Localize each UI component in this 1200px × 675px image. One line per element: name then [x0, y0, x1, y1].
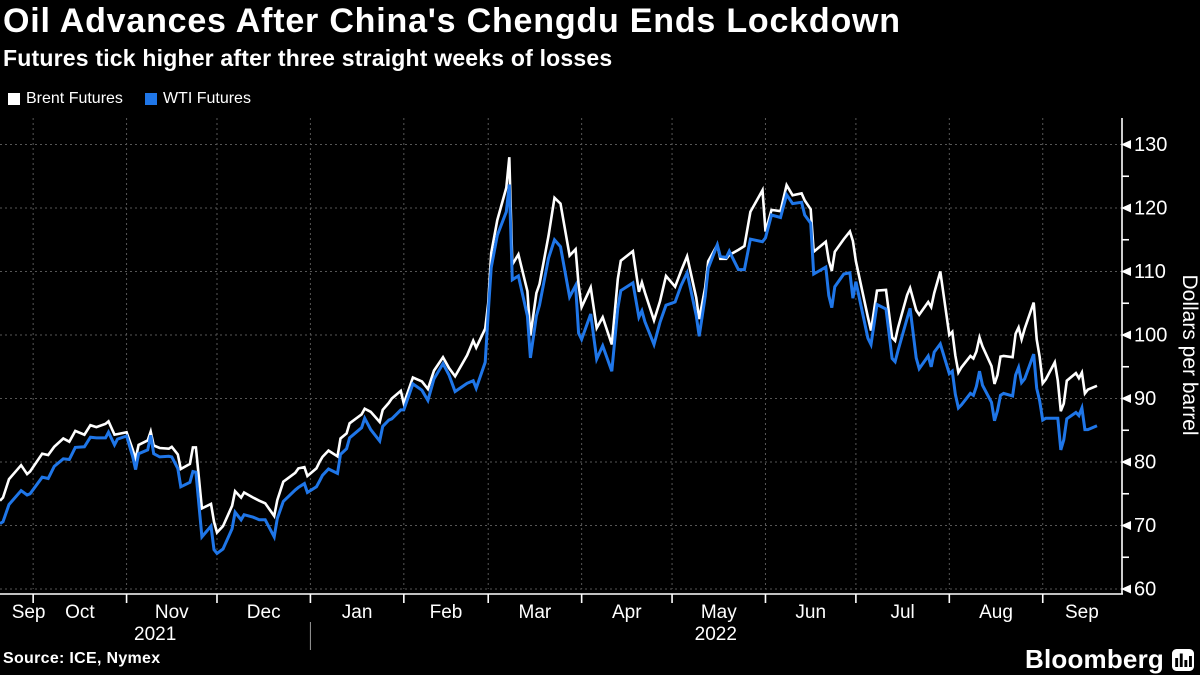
x-tick-label: Jun	[795, 602, 826, 623]
y-axis-major-tick	[1121, 457, 1131, 467]
y-axis-major-tick	[1121, 203, 1131, 213]
legend: Brent Futures WTI Futures	[8, 90, 251, 108]
brent-series-line	[0, 157, 1098, 536]
x-tick-label: Feb	[430, 602, 463, 623]
page-subtitle: Futures tick higher after three straight…	[3, 45, 613, 71]
y-tick-label: 100	[1134, 324, 1167, 346]
x-tick-label: Dec	[247, 602, 281, 623]
y-tick-label: 130	[1134, 134, 1167, 156]
legend-label-wti: WTI Futures	[162, 90, 251, 107]
x-tick-label: Jul	[890, 602, 914, 623]
page-title: Oil Advances After China's Chengdu Ends …	[3, 2, 901, 40]
y-tick-label: 110	[1134, 261, 1166, 283]
x-tick-label: May	[701, 602, 737, 623]
bloomberg-brand: Bloomberg	[1025, 644, 1194, 675]
wti-swatch	[144, 93, 157, 105]
year-label: 2022	[695, 624, 737, 645]
x-tick-label: Aug	[979, 602, 1013, 623]
y-axis-major-tick	[1121, 330, 1131, 340]
y-tick-label: 120	[1134, 197, 1167, 219]
x-tick-label: Mar	[519, 602, 552, 623]
brent-swatch	[8, 93, 20, 105]
x-tick-label: Apr	[612, 602, 642, 623]
wti-series-line	[0, 184, 1098, 556]
x-tick-label: Oct	[65, 602, 95, 623]
y-axis-major-tick	[1121, 521, 1131, 530]
legend-label-brent: Brent Futures	[26, 90, 123, 107]
bloomberg-bars-icon	[1172, 648, 1194, 671]
y-axis-major-tick	[1121, 140, 1131, 149]
y-tick-label: 60	[1134, 578, 1156, 600]
y-axis-major-tick	[1121, 394, 1131, 403]
x-tick-label: Sep	[1065, 602, 1099, 623]
x-tick-label: Sep	[12, 602, 46, 623]
y-axis-major-tick	[1121, 584, 1131, 594]
year-label: 2021	[134, 624, 176, 645]
x-tick-label: Nov	[155, 602, 189, 623]
x-tick-label: Jan	[342, 602, 373, 623]
y-axis-title: Dollars per barrel	[1178, 274, 1200, 435]
y-tick-label: 90	[1134, 388, 1156, 410]
y-tick-label: 70	[1134, 515, 1156, 537]
legend-item-brent: Brent Futures	[8, 90, 123, 108]
legend-item-wti: WTI Futures	[144, 90, 251, 108]
y-tick-label: 80	[1134, 451, 1156, 473]
y-axis-major-tick	[1121, 267, 1131, 276]
source-note: Source: ICE, Nymex	[3, 650, 161, 667]
bloomberg-logo-text: Bloomberg	[1024, 644, 1164, 674]
